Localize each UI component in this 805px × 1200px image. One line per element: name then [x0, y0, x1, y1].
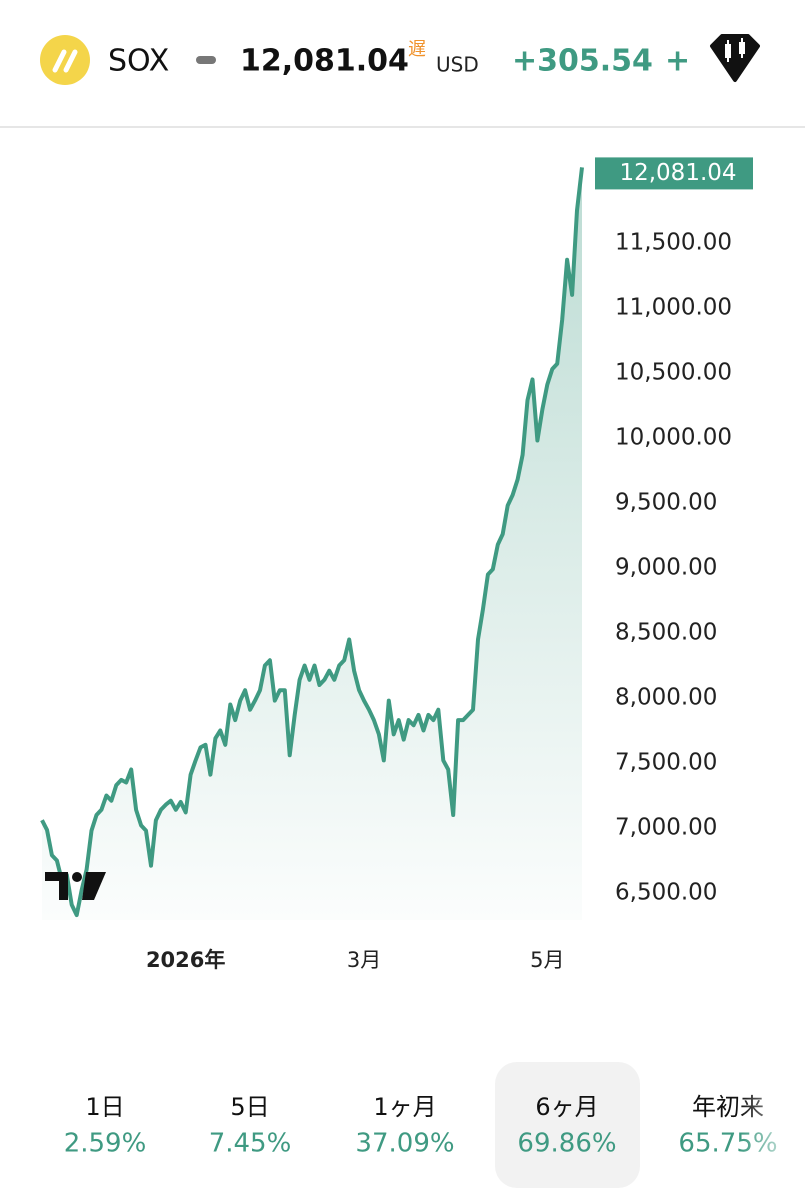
change: +305.54: [512, 44, 653, 79]
period-tab[interactable]: 1日 2.59%: [64, 1093, 147, 1159]
period-label: 1日: [85, 1093, 124, 1121]
area-fill: [42, 167, 582, 920]
selected-period-bg: [495, 1062, 640, 1188]
period-tab[interactable]: 5日 7.45%: [209, 1093, 292, 1159]
y-tick-label: 8,000.00: [615, 684, 717, 710]
icon-shape: [710, 34, 760, 82]
y-tick-label: 11,000.00: [615, 294, 732, 320]
last-price-label: 12,081.04: [619, 160, 736, 186]
price-line: [40, 167, 584, 918]
period-tabs: 1日2.59%5日7.45%1ヶ月37.09%6ヶ月69.86%年初来65.75…: [64, 1093, 778, 1159]
y-tick-label: 8,500.00: [615, 619, 717, 645]
period-change: 2.59%: [64, 1129, 147, 1159]
y-tick-label: 11,500.00: [615, 229, 732, 255]
tv-logo: [45, 872, 106, 900]
y-tick-label: 9,500.00: [615, 489, 717, 515]
chart: 6,500.00 7,000.00 7,500.00 8,000.00 8,500.00…: [40, 157, 753, 972]
logo-glyph: [52, 49, 78, 73]
period-change: 69.86%: [517, 1129, 616, 1159]
header: SOX 12,081.04 遅 USD +305.54 +2.59%: [0, 20, 805, 128]
period-label: 1ヶ月: [373, 1093, 436, 1121]
period-tab[interactable]: 6ヶ月 69.86%: [517, 1093, 616, 1159]
period-change: 7.45%: [209, 1129, 292, 1159]
y-tick-label: 10,500.00: [615, 359, 732, 385]
x-tick-label: 5月: [530, 948, 564, 972]
currency: USD: [436, 53, 479, 77]
period-tab[interactable]: 1ヶ月 37.09%: [355, 1093, 454, 1159]
chart-type-button[interactable]: [710, 34, 760, 82]
y-tick-label: 10,000.00: [615, 424, 732, 450]
y-tick-label: 9,000.00: [615, 554, 717, 580]
x-tick-label: 3月: [347, 948, 381, 972]
status-dash: [196, 56, 216, 64]
period-label: 6ヶ月: [535, 1093, 598, 1121]
y-tick-label: 6,500.00: [615, 879, 717, 905]
period-change: 37.09%: [355, 1129, 454, 1159]
delay-badge: 遅: [408, 39, 426, 60]
y-tick-label: 7,500.00: [615, 749, 717, 775]
last-price-box: [595, 157, 753, 190]
period-label: 5日: [230, 1093, 269, 1121]
x-tick-label: 2026年: [146, 948, 225, 972]
price: 12,081.04: [240, 44, 409, 79]
symbol: SOX: [108, 44, 169, 79]
scroll-fade: [740, 1080, 805, 1170]
y-tick-label: 7,000.00: [615, 814, 717, 840]
symbol-logo: [40, 35, 90, 85]
